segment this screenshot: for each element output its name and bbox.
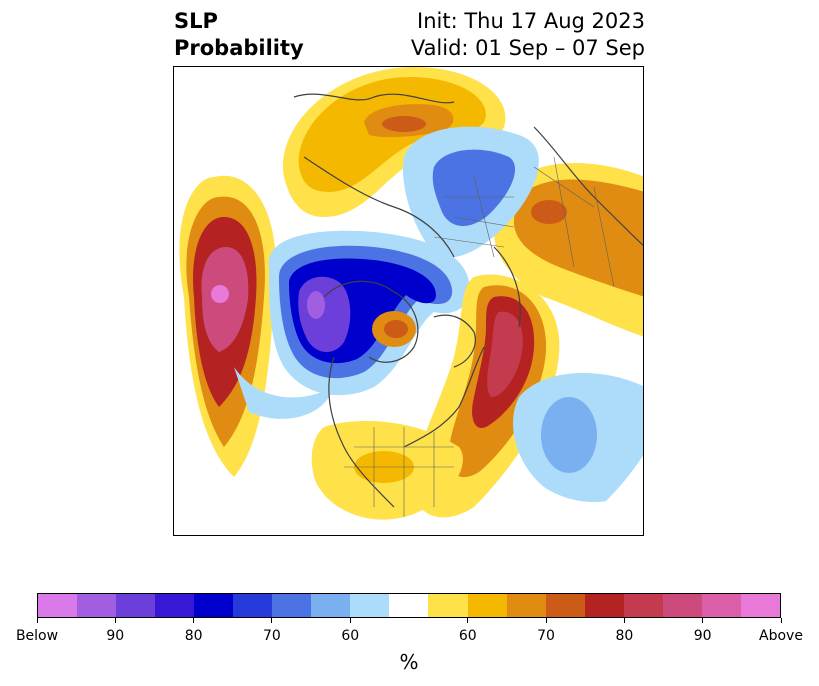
colorbar-swatch — [38, 594, 78, 617]
init-date: Init: Thu 17 Aug 2023 — [417, 9, 645, 33]
title-line-2: Probability — [174, 36, 304, 60]
colorbar-tickmark — [114, 618, 116, 623]
colorbar-swatch — [389, 594, 429, 617]
colorbar-swatch — [155, 594, 195, 617]
colorbar-swatch — [662, 594, 702, 617]
colorbar-tickmark — [780, 618, 782, 623]
colorbar-tick-label: Below — [15, 628, 59, 644]
colorbar-tickmark — [193, 618, 195, 623]
colorbar — [37, 593, 781, 618]
colorbar-tickmark — [623, 618, 625, 623]
colorbar-swatch — [506, 594, 546, 617]
colorbar-swatch — [311, 594, 351, 617]
colorbar-swatch — [194, 594, 234, 617]
colorbar-tick-label: 90 — [693, 628, 712, 644]
colorbar-swatch — [428, 594, 468, 617]
colorbar-swatch — [623, 594, 663, 617]
colorbar-tickmark — [467, 618, 469, 623]
contour-below-atlantic-70 — [541, 397, 597, 473]
colorbar-tick-label: 70 — [263, 628, 281, 644]
valid-dates: Valid: 01 Sep – 07 Sep — [410, 36, 645, 60]
title-line-1: SLP — [174, 9, 218, 33]
colorbar-tickmark — [36, 618, 38, 623]
colorbar-swatch — [116, 594, 156, 617]
colorbar-swatch — [77, 594, 117, 617]
borders — [344, 156, 615, 517]
contour-above-russia-core — [382, 116, 426, 132]
colorbar-swatch — [272, 594, 312, 617]
contour-above-asia-core — [531, 200, 567, 224]
contour-above-atlantic-90 — [487, 311, 523, 397]
colorbar-swatch — [233, 594, 273, 617]
contour-below-siberia-70 — [432, 149, 516, 227]
colorbar-tickmark — [545, 618, 547, 623]
colorbar-swatch — [467, 594, 507, 617]
colorbar-tickmark — [702, 618, 704, 623]
chart-title: SLP Probability — [174, 8, 304, 62]
contour-above-pacific-max — [211, 285, 229, 303]
colorbar-tickmark — [349, 618, 351, 623]
colorbar-swatch — [545, 594, 585, 617]
map-panel — [173, 66, 644, 536]
colorbar-tick-label: 70 — [537, 628, 555, 644]
colorbar-swatch — [584, 594, 624, 617]
colorbar-swatch — [701, 594, 741, 617]
contour-below-canada-max — [307, 291, 325, 319]
probability-map — [179, 67, 643, 520]
contour-below-pacific-60 — [234, 367, 334, 419]
contour-above-hudson-core — [384, 320, 408, 338]
valid-period: Init: Thu 17 Aug 2023 Valid: 01 Sep – 07… — [411, 8, 645, 62]
colorbar-tick-label: 80 — [184, 628, 203, 644]
colorbar-tick-label: 60 — [458, 628, 477, 644]
colorbar-tick-label: 80 — [615, 628, 634, 644]
colorbar-tick-label: 60 — [341, 628, 360, 644]
colorbar-swatch — [350, 594, 390, 617]
colorbar-unit: % — [399, 650, 419, 674]
colorbar-swatch — [740, 594, 780, 617]
colorbar-tick-label: 90 — [106, 628, 125, 644]
colorbar-tick-label: Above — [759, 628, 803, 644]
colorbar-tickmark — [271, 618, 273, 623]
